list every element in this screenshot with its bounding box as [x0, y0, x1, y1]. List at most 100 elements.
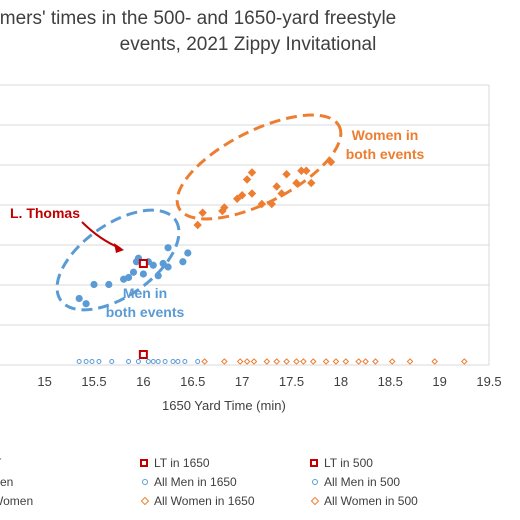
legend-item-all-women-500: All Women in 500 [310, 494, 418, 508]
data-point [164, 244, 172, 252]
men-group-ellipse [55, 208, 181, 312]
data-point [293, 358, 300, 365]
data-point [283, 358, 290, 365]
legend-square-marker-icon [310, 459, 318, 467]
data-point [282, 170, 291, 179]
x-tick-label: 19.5 [476, 374, 501, 389]
data-point [247, 168, 257, 177]
legend-item-lt-1650: LT in 1650 [140, 456, 210, 470]
legend-label-all-women-500: All Women in 500 [324, 494, 418, 508]
data-point [193, 220, 202, 230]
data-point [297, 166, 306, 175]
data-point [162, 359, 168, 364]
data-point [250, 358, 258, 365]
data-point [195, 359, 201, 364]
data-point [198, 208, 207, 217]
data-point [307, 178, 316, 188]
legend-label-all-men-1650: All Men in 1650 [154, 475, 237, 489]
data-point [164, 263, 172, 271]
legend-open-circle-icon [312, 479, 318, 485]
data-point [326, 157, 336, 167]
x-tick-label: 17.5 [279, 374, 304, 389]
data-point [83, 359, 89, 364]
data-point [145, 359, 151, 364]
x-axis-label: 1650 Yard Time (min) [162, 398, 286, 413]
annotation-arrowhead [114, 243, 124, 253]
data-point [355, 358, 362, 365]
x-tick-label: 17 [235, 374, 249, 389]
data-point [124, 273, 133, 282]
data-point [243, 358, 251, 365]
data-point [257, 199, 267, 209]
data-point [139, 270, 147, 278]
x-tick-label: 19 [432, 374, 446, 389]
data-point [372, 358, 379, 365]
x-tick-label: 16.5 [180, 374, 205, 389]
data-point [221, 358, 228, 365]
data-point [388, 358, 396, 365]
data-point [154, 272, 162, 280]
x-tick-label: 16 [136, 374, 150, 389]
legend-label-lt: T [0, 456, 1, 470]
data-point [292, 178, 301, 188]
annotation-women: Women in both events [338, 126, 432, 164]
legend-item-lt-500: LT in 500 [310, 456, 373, 470]
data-point [272, 182, 281, 191]
annotation-men-line-1: Men in [122, 285, 168, 301]
x-tick-label: 15.5 [81, 374, 106, 389]
data-point [175, 359, 181, 364]
data-point [82, 300, 90, 308]
data-point [75, 294, 83, 303]
legend-label-men: Men [0, 475, 14, 489]
data-point [138, 350, 148, 359]
x-tick-label: 15 [37, 374, 51, 389]
data-point [109, 359, 115, 364]
data-point [135, 359, 141, 364]
data-point [237, 191, 247, 200]
data-point [138, 259, 148, 268]
data-point [309, 358, 317, 365]
data-point [263, 358, 271, 365]
data-point [179, 258, 187, 266]
legend-square-marker-icon [140, 459, 148, 467]
data-point [201, 358, 208, 365]
data-point [242, 175, 252, 184]
legend-item-women: Women [0, 494, 33, 508]
legend-label-lt-1650: LT in 1650 [154, 456, 210, 470]
x-tick-label: 18.5 [378, 374, 403, 389]
data-point [431, 358, 438, 365]
annotation-men-line-2: both events [105, 304, 185, 320]
annotation-women-line-1: Women in [351, 127, 419, 143]
legend-open-diamond-icon [310, 496, 320, 506]
data-point [362, 358, 369, 365]
data-point [406, 358, 414, 365]
legend-label-all-women-1650: All Women in 1650 [154, 494, 255, 508]
legend-label-all-men-500: All Men in 500 [324, 475, 401, 489]
data-point [220, 203, 229, 212]
data-point [155, 359, 161, 364]
x-tick-label: 18 [334, 374, 348, 389]
data-point [236, 358, 244, 365]
chart-title-line-1: immers' times in the 500- and 1650-yard … [0, 8, 397, 29]
legend-item-all-women-1650: All Women in 1650 [140, 494, 255, 508]
legend-open-circle-icon [142, 479, 148, 485]
data-point [300, 358, 307, 365]
data-point [182, 359, 188, 364]
data-point [96, 359, 102, 364]
legend-item-all-men-1650: All Men in 1650 [142, 475, 237, 489]
data-point [461, 358, 468, 365]
data-point [273, 358, 280, 365]
data-point [247, 189, 257, 198]
data-point [302, 166, 311, 175]
legend-item-all-men-500: All Men in 500 [312, 475, 400, 489]
data-point [322, 358, 330, 365]
legend-open-diamond-icon [140, 496, 150, 506]
data-point [332, 358, 340, 365]
chart-title-line-2: events, 2021 Zippy Invitational [119, 34, 377, 55]
data-point [277, 189, 286, 198]
data-point [129, 268, 138, 276]
data-point [105, 280, 113, 289]
data-point [76, 359, 82, 364]
annotation-l-thomas: L. Thomas [10, 205, 81, 221]
